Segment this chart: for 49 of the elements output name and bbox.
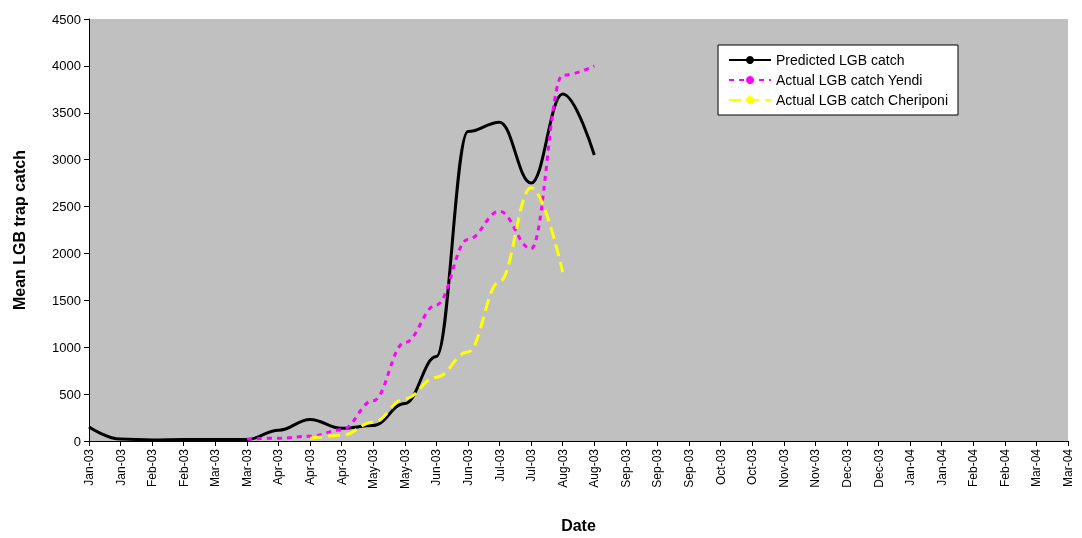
- line-series: [308, 186, 565, 440]
- y-tick-label: 4000: [52, 58, 81, 74]
- x-tick-label: Mar-04: [1061, 448, 1075, 488]
- x-tick-label: May-03: [397, 448, 412, 490]
- x-tick-label: Nov-03: [776, 448, 791, 488]
- y-tick-label: 500: [59, 386, 81, 402]
- y-tick-label: 1000: [52, 339, 81, 355]
- x-tick-label: Sep-03: [618, 448, 633, 488]
- x-tick-label: Feb-04: [966, 448, 981, 488]
- x-tick-label: Jan-03: [82, 448, 96, 486]
- x-tick-label: Mar-03: [239, 448, 254, 488]
- legend-label: Actual LGB catch Yendi: [776, 72, 923, 88]
- legend-label: Actual LGB catch Cheriponi: [776, 92, 949, 108]
- x-tick-label: Apr-03: [334, 448, 349, 486]
- x-tick-label: Jan-03: [113, 448, 128, 486]
- x-tick-label: Dec-03: [839, 448, 854, 488]
- y-tick-label: 3000: [52, 152, 81, 168]
- x-tick-label: Oct-03: [713, 448, 728, 486]
- y-tick-label: 3500: [52, 105, 81, 121]
- x-tick-label: Mar-03: [208, 448, 223, 488]
- x-tick-label: Feb-03: [176, 448, 191, 488]
- y-tick-label: 1500: [52, 292, 81, 308]
- x-tick-label: Mar-04: [1029, 448, 1044, 488]
- y-tick-label: 4500: [52, 11, 81, 27]
- x-tick-label: Aug-03: [587, 448, 602, 488]
- x-tick-label: Sep-03: [682, 448, 697, 488]
- line-series: [245, 64, 596, 441]
- x-tick-label: Jan-04: [934, 448, 949, 486]
- x-tick-label: Jul-03: [492, 448, 507, 482]
- x-tick-label: Feb-03: [145, 448, 160, 488]
- y-axis-title: Mean LGB trap catch: [10, 149, 28, 311]
- x-tick-label: Apr-03: [271, 448, 286, 486]
- x-tick-label: Jun-03: [429, 448, 444, 486]
- legend-label: Predicted LGB catch: [776, 52, 905, 68]
- x-tick-label: Nov-03: [808, 448, 823, 488]
- y-tick-label: 2500: [52, 199, 81, 215]
- x-tick-label: Apr-03: [303, 448, 318, 486]
- x-tick-label: Dec-03: [871, 448, 886, 488]
- x-tick-label: Aug-03: [555, 448, 570, 488]
- x-axis-title: Date: [561, 516, 596, 534]
- x-tick-label: May-03: [366, 448, 381, 490]
- x-tick-label: Jun-03: [460, 448, 475, 486]
- x-tick-label: Sep-03: [650, 448, 665, 488]
- x-tick-label: Jul-03: [524, 448, 539, 482]
- y-tick-label: 2000: [52, 245, 81, 261]
- x-tick-label: Jan-04: [903, 448, 918, 486]
- y-tick-label: 0: [73, 433, 81, 449]
- x-tick-label: Feb-04: [997, 448, 1012, 488]
- x-tick-label: Oct-03: [745, 448, 760, 486]
